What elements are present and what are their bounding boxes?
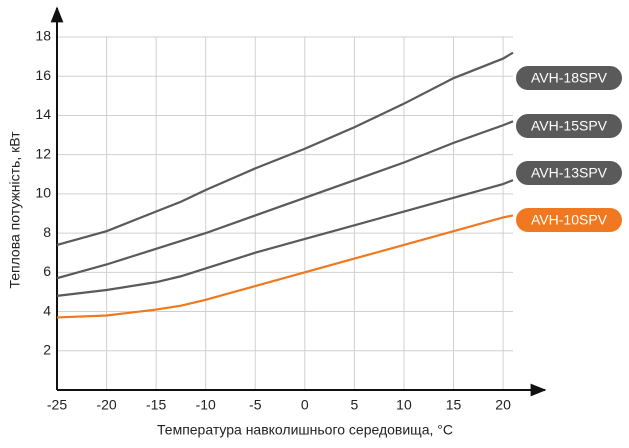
y-tick-label: 6 <box>43 263 51 279</box>
legend-label: AVH-15SPV <box>531 118 608 134</box>
legend-pill <box>516 161 622 185</box>
legend-label: AVH-18SPV <box>531 70 608 86</box>
x-tick-label: 15 <box>446 397 462 413</box>
y-tick-label: 18 <box>35 28 51 44</box>
legend-pill <box>516 114 622 138</box>
x-axis-label: Температура навколишнього середовища, °C <box>157 422 453 438</box>
x-tick-label: -10 <box>196 397 216 413</box>
x-tick-label: 0 <box>301 397 309 413</box>
y-tick-label: 12 <box>35 145 51 161</box>
y-tick-label: 8 <box>43 224 51 240</box>
x-tick-label: -25 <box>47 397 67 413</box>
legend-pill <box>516 208 622 232</box>
y-tick-label: 10 <box>35 185 51 201</box>
x-tick-label: -5 <box>249 397 262 413</box>
x-tick-label: -20 <box>96 397 116 413</box>
x-tick-label: 5 <box>350 397 358 413</box>
series-line <box>56 179 514 297</box>
y-tick-label: 14 <box>35 106 51 122</box>
x-tick-label: -15 <box>146 397 166 413</box>
y-axis-label: Теплова потужність, кВт <box>7 131 23 289</box>
x-tick-label: 10 <box>396 397 412 413</box>
series-line <box>56 51 514 246</box>
legend-pill <box>516 66 622 90</box>
series-line <box>56 120 514 280</box>
x-tick-label: 20 <box>495 397 511 413</box>
legend-label: AVH-13SPV <box>531 165 608 181</box>
y-tick-label: 16 <box>35 67 51 83</box>
series-line <box>56 214 514 319</box>
y-tick-label: 2 <box>43 341 51 357</box>
legend-label: AVH-10SPV <box>531 212 608 228</box>
y-tick-label: 4 <box>43 302 51 318</box>
